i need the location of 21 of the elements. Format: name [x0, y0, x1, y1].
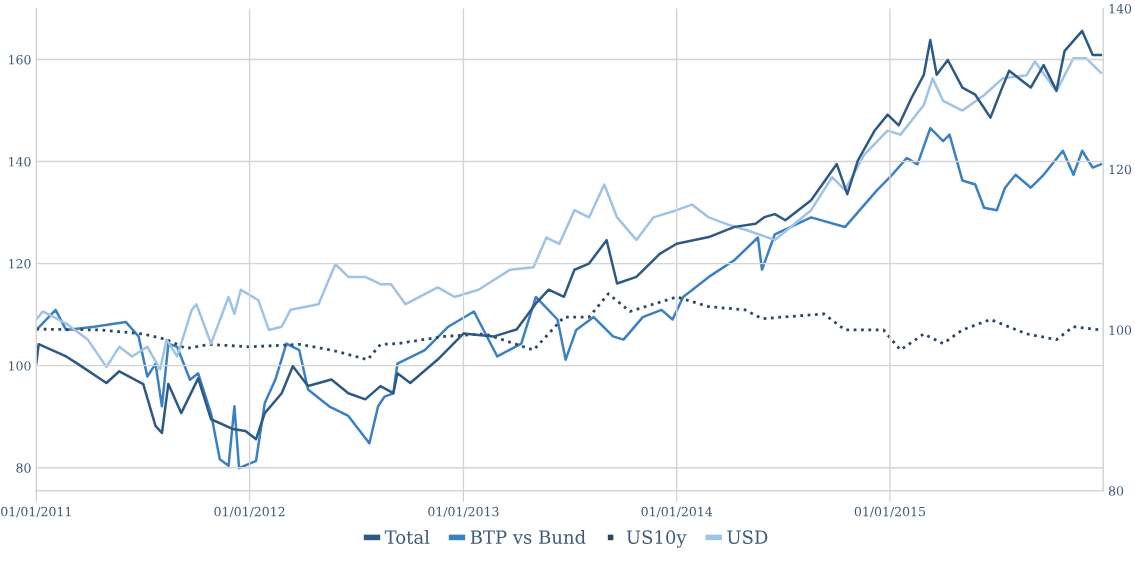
y2-tick-label: 100	[1109, 325, 1132, 335]
x-tick-label: 01/01/2013	[428, 506, 499, 518]
x-tick-label: 01/01/2014	[641, 506, 713, 518]
y-tick-label: 140	[9, 157, 31, 167]
line-series	[36, 57, 1103, 371]
x-tick-label: 01/01/2011	[1, 506, 71, 518]
y2-tick-label: 80	[1108, 486, 1124, 496]
y-tick-label: 160	[9, 54, 31, 65]
y-tick-label: 80	[16, 463, 31, 473]
legend-label: USD	[727, 530, 768, 544]
legend-label: Total	[384, 530, 430, 544]
y2-tick-label: 120	[1109, 164, 1132, 175]
y-tick-label: 120	[9, 259, 31, 269]
legend-label: US10y	[626, 530, 687, 548]
x-tick-label: 01/01/2015	[854, 506, 926, 518]
x-tick-label: 01/01/2012	[214, 506, 285, 518]
line-series	[36, 29, 1103, 441]
line-series	[36, 126, 1103, 470]
y2-tick-label: 140	[1109, 3, 1132, 14]
legend-label: BTP vs Bund	[470, 530, 586, 544]
y-tick-label: 100	[9, 361, 31, 371]
